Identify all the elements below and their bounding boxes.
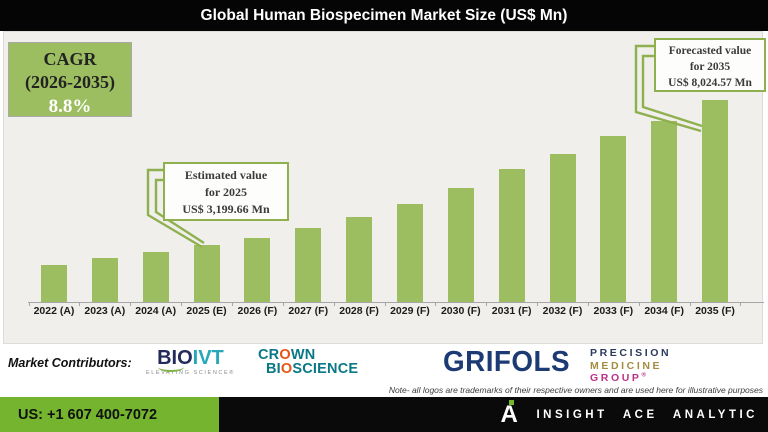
x-axis-label: 2030 (F) xyxy=(440,305,481,317)
x-axis-label: 2029 (F) xyxy=(390,305,430,317)
x-axis-label: 2026 (F) xyxy=(237,305,278,317)
pmg-line1: PRECISION xyxy=(590,347,672,359)
axis-tick xyxy=(740,302,742,306)
axis-tick xyxy=(638,302,640,306)
x-axis-label: 2022 (A) xyxy=(33,305,75,317)
axis-tick xyxy=(384,302,386,306)
crown-bioscience-logo: CROWN BIOSCIENCE xyxy=(258,347,359,377)
axis-tick xyxy=(486,302,488,306)
brand-block: A INSIGHT ACE ANALYTIC xyxy=(500,397,758,432)
cagr-title: CAGR xyxy=(43,49,97,69)
logo-a-glyph: A xyxy=(500,400,518,428)
bar-2028-f- xyxy=(346,217,373,302)
axis-tick xyxy=(130,302,132,306)
estimated-value: US$ 3,199.66 Mn xyxy=(182,202,270,217)
axis-tick xyxy=(435,302,437,306)
title-bar: Global Human Biospecimen Market Size (US… xyxy=(0,0,768,31)
x-axis-label: 2025 (E) xyxy=(186,305,227,317)
bar-2022-a- xyxy=(41,265,67,302)
crown-line2-end: SCIENCE xyxy=(292,360,359,377)
bar-2032-f- xyxy=(549,154,576,302)
x-axis-label: 2028 (F) xyxy=(339,305,379,317)
estimated-line1: Estimated value xyxy=(184,168,268,182)
phone-block: US: +1 607 400-7072 xyxy=(0,397,219,432)
estimated-line2: for 2025 xyxy=(204,185,248,200)
bar-2027-f- xyxy=(295,228,322,302)
trademark-note: Note- all logos are trademarks of their … xyxy=(388,385,763,395)
cagr-box: CAGR (2026-2035) 8.8% xyxy=(8,42,132,117)
pmg-line2: MEDICINE xyxy=(590,359,663,372)
axis-tick xyxy=(282,302,284,306)
forecasted-value-callout: Forecasted value for 2035 US$ 8,024.57 M… xyxy=(654,38,766,92)
forecasted-value: US$ 8,024.57 Mn xyxy=(668,77,752,90)
axis-tick xyxy=(333,302,335,306)
crown-line2: BI xyxy=(266,360,281,377)
bioivt-swoosh-icon xyxy=(158,362,184,372)
bar-2024-a- xyxy=(142,252,169,302)
bar-2026-f- xyxy=(244,238,271,302)
bioivt-logo-ivt: IVT xyxy=(192,347,224,369)
phone-number: US: +1 607 400-7072 xyxy=(18,406,158,423)
crown-o-swirl-icon: O xyxy=(279,347,291,363)
bioivt-logo: BIOIVT ELEVATING SCIENCE® xyxy=(146,348,235,376)
bar-2023-a- xyxy=(91,258,118,302)
axis-tick xyxy=(181,302,183,306)
page-title: Global Human Biospecimen Market Size (US… xyxy=(200,6,568,24)
x-axis-line xyxy=(28,302,764,303)
crown-line1: CR xyxy=(258,347,280,363)
grifols-logo: GRIFOLS xyxy=(443,346,571,378)
x-axis-label: 2032 (F) xyxy=(542,305,583,317)
bar-2025-e- xyxy=(193,245,220,302)
axis-tick xyxy=(231,302,233,306)
axis-tick xyxy=(28,302,30,306)
pmg-line3: GROUP xyxy=(590,372,642,385)
precision-medicine-group-logo: PRECISION MEDICINE GROUP® xyxy=(590,347,671,385)
crown-line1-end: WN xyxy=(290,347,316,363)
estimated-value-callout: Estimated value for 2025 US$ 3,199.66 Mn xyxy=(163,162,289,221)
x-axis-label: 2024 (A) xyxy=(135,305,177,317)
bioivt-tagline: ELEVATING SCIENCE® xyxy=(146,370,235,376)
axis-tick xyxy=(689,302,691,306)
bar-2029-f- xyxy=(396,204,423,302)
forecasted-line1: Forecasted value xyxy=(668,45,752,57)
bar-2034-f- xyxy=(651,121,678,302)
axis-tick xyxy=(537,302,539,306)
brand-name: INSIGHT ACE ANALYTIC xyxy=(536,408,758,421)
bar-2035-f- xyxy=(702,100,729,302)
x-axis-label: 2031 (F) xyxy=(491,305,532,317)
bar-2031-f- xyxy=(498,169,525,302)
cagr-value: 8.8% xyxy=(48,95,92,117)
x-axis-label: 2034 (F) xyxy=(644,305,685,317)
axis-tick xyxy=(587,302,589,306)
axis-tick xyxy=(79,302,81,306)
market-contributors-label: Market Contributors: xyxy=(8,356,132,370)
x-axis-label: 2027 (F) xyxy=(288,305,329,317)
bar-2033-f- xyxy=(600,136,627,302)
logo-dot-icon xyxy=(509,399,515,405)
forecasted-line2: for 2035 xyxy=(689,61,731,74)
x-axis-label: 2023 (A) xyxy=(84,305,126,317)
insight-ace-logo-icon: A xyxy=(500,399,522,429)
x-axis-label: 2035 (F) xyxy=(695,305,735,317)
crown-o2-swirl-icon: O xyxy=(280,360,293,377)
footer-bar: US: +1 607 400-7072 A INSIGHT ACE ANALYT… xyxy=(0,397,768,432)
bar-2030-f- xyxy=(447,188,474,302)
cagr-period: (2026-2035) xyxy=(25,72,115,93)
x-axis-label: 2033 (F) xyxy=(593,305,634,317)
pmg-registered-mark: ® xyxy=(641,372,646,379)
